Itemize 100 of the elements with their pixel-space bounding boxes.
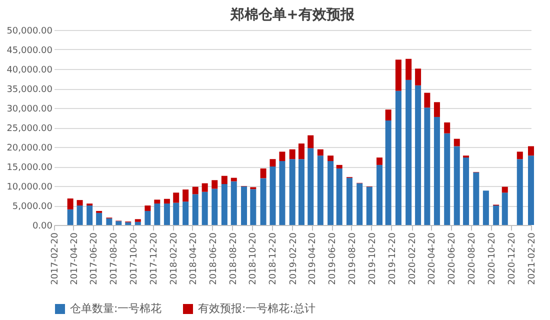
bar xyxy=(406,80,412,225)
bar xyxy=(493,206,500,225)
bar xyxy=(125,222,132,225)
x-tick-label: 2019-08-20 xyxy=(348,232,358,285)
x-tick-label: 2017-12-20 xyxy=(149,232,160,285)
bar xyxy=(454,146,460,225)
bar xyxy=(502,186,508,193)
x-tick-label: 2017-04-20 xyxy=(70,232,80,285)
bar xyxy=(260,168,266,178)
bar xyxy=(173,202,180,225)
bar xyxy=(385,120,392,225)
bar xyxy=(164,204,170,225)
x-tick-label: 2021-02-20 xyxy=(528,232,538,285)
x-tick-label: 2018-06-20 xyxy=(208,232,219,285)
bar xyxy=(415,68,422,86)
bar xyxy=(336,164,342,168)
bar xyxy=(308,135,314,148)
x-tick-label: 2018-04-20 xyxy=(188,232,199,285)
x-tick-label: 2020-10-20 xyxy=(487,232,498,285)
bar xyxy=(298,143,304,160)
bar xyxy=(221,184,228,225)
bar xyxy=(221,176,228,184)
y-tick-label: 5,000.00 xyxy=(12,202,53,212)
bar xyxy=(279,152,286,162)
y-tick-label: 35,000.00 xyxy=(6,85,53,95)
bar xyxy=(250,189,256,225)
bar xyxy=(366,186,372,225)
bar xyxy=(260,178,266,225)
bar xyxy=(154,200,160,204)
x-tick-label: 2018-10-20 xyxy=(248,232,259,285)
bar xyxy=(356,183,363,225)
bar xyxy=(385,110,392,120)
bar xyxy=(76,206,83,225)
legend-label: 仓单数量:一号棉花 xyxy=(70,302,162,315)
bar xyxy=(454,138,460,146)
x-tick-label: 2019-04-20 xyxy=(308,232,318,285)
x-tick-label: 2019-12-20 xyxy=(388,232,398,285)
x-tick-label: 2017-06-20 xyxy=(90,232,100,285)
bar xyxy=(134,222,141,225)
bar xyxy=(415,85,422,225)
bar xyxy=(516,152,523,160)
bar xyxy=(289,149,296,160)
chart-title: 郑棉仓单+有效预报 xyxy=(230,7,356,23)
bar xyxy=(154,204,160,225)
bar xyxy=(173,192,180,203)
x-tick-label: 2017-10-20 xyxy=(130,232,140,285)
bar xyxy=(424,92,430,108)
bar xyxy=(164,198,170,204)
bar xyxy=(289,159,296,225)
bar xyxy=(516,159,523,225)
bar xyxy=(346,178,352,225)
bar xyxy=(395,60,402,91)
x-tick-label: 2020-06-20 xyxy=(448,232,458,285)
bar xyxy=(317,149,324,156)
x-tick-label: 2020-04-20 xyxy=(428,232,438,285)
x-tick-label: 2018-02-20 xyxy=(170,232,180,285)
y-tick-label: 25,000.00 xyxy=(6,124,53,134)
bar xyxy=(270,166,276,225)
bar xyxy=(241,186,248,225)
bar xyxy=(182,190,189,202)
bar xyxy=(395,90,402,225)
bar xyxy=(86,206,93,225)
bar xyxy=(182,202,189,225)
bar xyxy=(192,194,198,225)
x-tick-label: 2020-12-20 xyxy=(507,232,518,285)
y-tick-label: 50,000.00 xyxy=(6,26,53,36)
bar xyxy=(308,148,314,225)
y-tick-label: 45,000.00 xyxy=(6,46,53,56)
bar xyxy=(328,161,334,225)
bar xyxy=(528,146,534,156)
y-tick-label: 40,000.00 xyxy=(6,66,53,76)
legend-label: 有效预报:一号棉花:总计 xyxy=(198,302,316,315)
x-tick-label: 2018-12-20 xyxy=(268,232,279,285)
bar xyxy=(67,209,74,225)
bar xyxy=(463,158,470,225)
bar xyxy=(406,58,412,80)
bar xyxy=(279,161,286,225)
bar xyxy=(76,200,83,206)
bar xyxy=(444,133,450,225)
bar xyxy=(96,212,102,225)
bar xyxy=(230,178,237,182)
bar xyxy=(212,180,218,189)
x-tick-label: 2020-02-20 xyxy=(408,232,418,285)
bar xyxy=(502,192,508,225)
bar xyxy=(424,108,430,225)
bar xyxy=(482,190,489,225)
x-tick-label: 2019-10-20 xyxy=(368,232,378,285)
x-tick-label: 2020-08-20 xyxy=(467,232,478,285)
x-tick-label: 2017-08-20 xyxy=(110,232,120,285)
x-tick-label: 2017-02-20 xyxy=(50,232,60,285)
bar xyxy=(434,116,440,225)
bar xyxy=(134,219,141,222)
bar xyxy=(328,156,334,162)
y-tick-label: 20,000.00 xyxy=(6,144,53,154)
x-tick-label: 2019-02-20 xyxy=(288,232,299,285)
bar xyxy=(528,156,534,225)
bar xyxy=(116,221,122,225)
bar xyxy=(212,188,218,225)
bar xyxy=(67,198,74,210)
bar xyxy=(106,218,112,225)
